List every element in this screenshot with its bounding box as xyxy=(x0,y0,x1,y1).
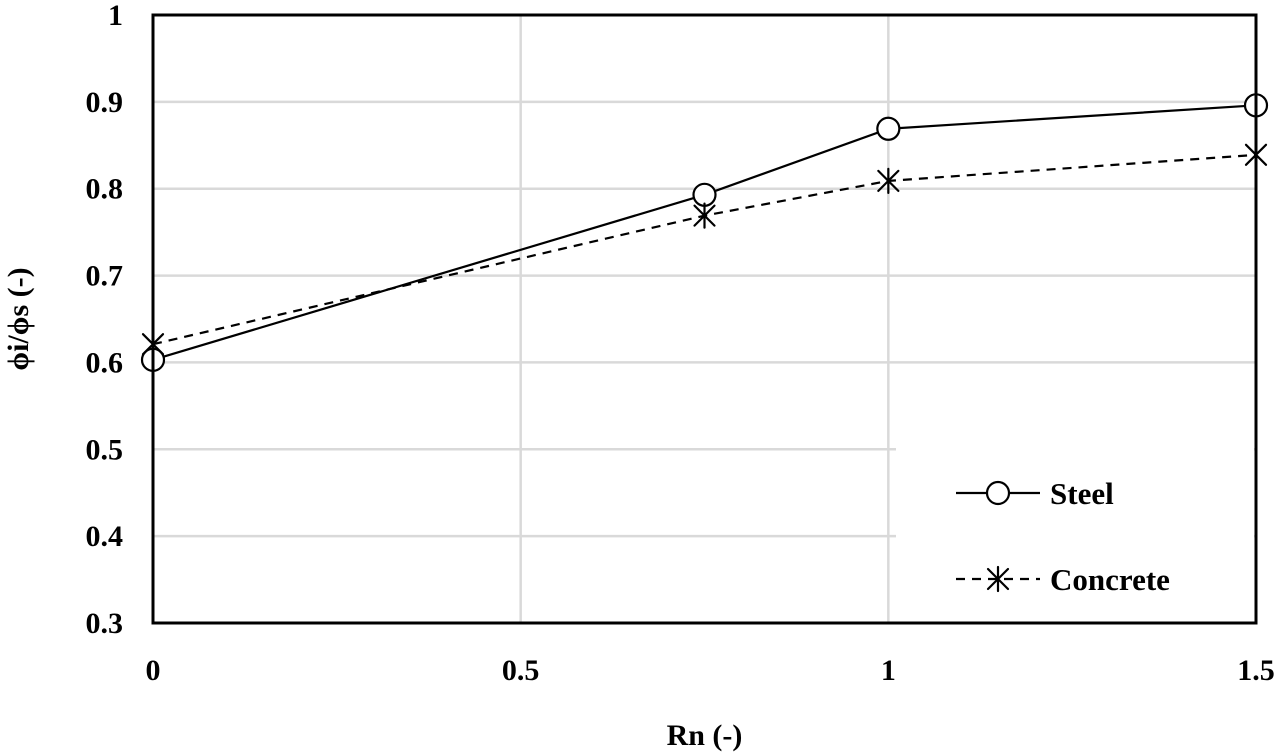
y-tick-label: 0.4 xyxy=(86,520,124,553)
x-tick-label: 0 xyxy=(146,654,161,687)
y-tick-label: 0.6 xyxy=(86,346,124,379)
x-tick-label: 0.5 xyxy=(502,654,540,687)
y-axis-tick-labels: 0.3 0.4 0.5 0.6 0.7 0.8 0.9 1 xyxy=(86,0,124,640)
y-tick-label: 0.5 xyxy=(86,433,124,466)
data-point-asterisk xyxy=(986,565,1010,593)
x-tick-label: 1.5 xyxy=(1237,654,1275,687)
data-point-circle xyxy=(985,480,1011,506)
y-tick-label: 0.7 xyxy=(86,260,124,293)
series-layer xyxy=(140,93,1269,372)
plot-area-frame xyxy=(151,13,1258,625)
series-line xyxy=(152,104,1257,361)
legend: Steel Concrete xyxy=(896,447,1254,621)
legend-item-concrete: Concrete xyxy=(956,562,1170,597)
x-axis-tick-labels: 0 0.5 1 1.5 xyxy=(146,654,1275,687)
y-tick-label: 0.8 xyxy=(86,173,124,206)
y-tick-label: 1 xyxy=(108,0,123,32)
data-point-circle xyxy=(692,182,717,207)
y-tick-label: 0.3 xyxy=(86,607,124,640)
series-line xyxy=(152,153,1257,346)
y-tick-label: 0.9 xyxy=(86,86,124,119)
data-point-circle xyxy=(876,116,901,141)
legend-item-steel: Steel xyxy=(956,476,1114,511)
legend-label: Steel xyxy=(1050,476,1114,511)
legend-label: Concrete xyxy=(1050,562,1170,597)
data-point-asterisk xyxy=(693,202,716,229)
legend-background xyxy=(896,447,1254,621)
data-point-asterisk xyxy=(877,167,900,194)
x-axis-title: Rn (-) xyxy=(667,719,743,752)
x-tick-label: 1 xyxy=(881,654,896,687)
y-axis-title: ϕi/ϕs (-) xyxy=(2,267,35,370)
